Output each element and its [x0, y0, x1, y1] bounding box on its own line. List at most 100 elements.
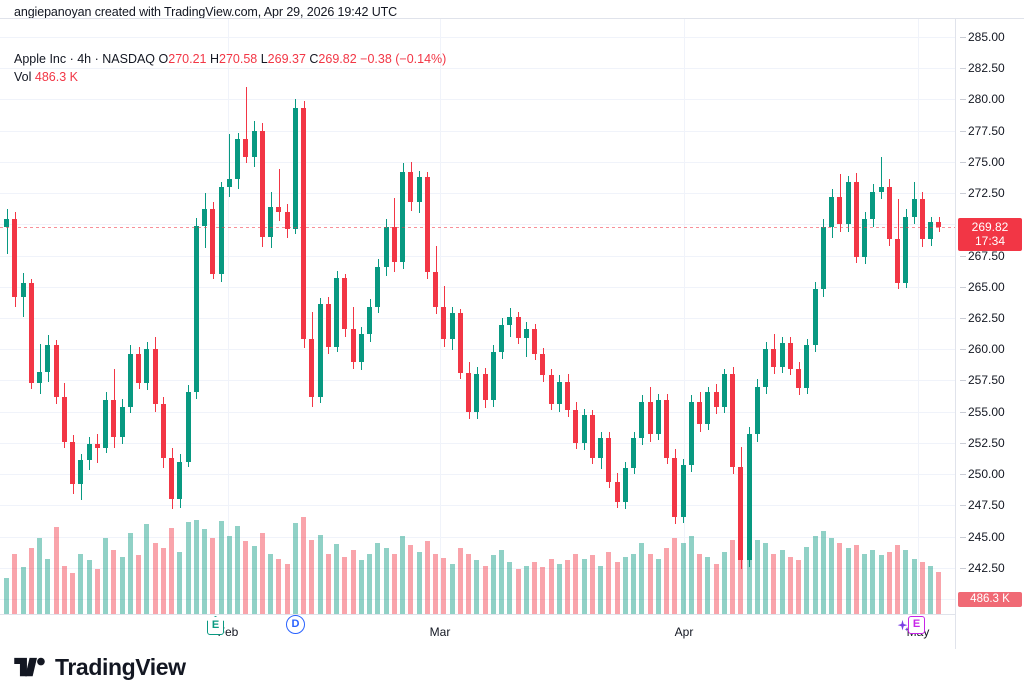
- volume-bar: [358, 559, 364, 614]
- volume-bar: [655, 558, 661, 614]
- price-axis-label: 275.00: [968, 154, 1005, 169]
- candle-body: [779, 342, 785, 367]
- volume-bar: [713, 563, 719, 614]
- volume-bar: [28, 548, 34, 614]
- price-axis-label: 267.50: [968, 248, 1005, 263]
- volume-bar: [218, 520, 224, 614]
- volume-bar: [466, 553, 471, 614]
- time-axis-label: Apr: [674, 625, 694, 639]
- price-axis-tick: [960, 286, 966, 288]
- volume-bar: [160, 548, 166, 614]
- volume-bar: [309, 539, 315, 614]
- volume-bar: [391, 554, 397, 614]
- candle-body: [499, 325, 504, 352]
- candle-body: [119, 406, 125, 437]
- volume-bar: [680, 543, 686, 614]
- legend-open-value: 270.21: [168, 52, 207, 66]
- chart-legend[interactable]: Apple Inc · 4h · NASDAQ O270.21 H270.58 …: [14, 51, 446, 86]
- volume-bar: [292, 523, 298, 614]
- legend-high-value: 270.58: [219, 52, 258, 66]
- chart-plot-area[interactable]: E D E Apple Inc · 4h · NASDAQ O270.21 H270…: [0, 19, 956, 649]
- price-axis-tick: [960, 318, 966, 319]
- price-axis-tick: [960, 255, 966, 257]
- volume-bar: [895, 544, 900, 614]
- ai-sparkle-icon: [896, 619, 909, 632]
- candle-body: [301, 108, 306, 340]
- candle-body: [243, 139, 249, 157]
- gridline-horizontal: [0, 161, 955, 163]
- volume-bar: [936, 572, 942, 614]
- candle-body: [870, 191, 876, 220]
- volume-bar: [548, 558, 554, 614]
- candle-body: [647, 401, 653, 435]
- volume-bar: [441, 557, 447, 614]
- candle-body: [853, 181, 859, 257]
- gridline-horizontal: [0, 536, 955, 538]
- volume-bar: [235, 525, 240, 614]
- gridline-horizontal: [0, 99, 955, 101]
- volume-bar: [862, 553, 867, 614]
- candle-body: [705, 391, 711, 425]
- time-axis[interactable]: FebMarAprMay: [0, 614, 956, 649]
- candle-body: [350, 329, 356, 362]
- price-axis-tick: [960, 411, 966, 413]
- volume-bar: [672, 538, 678, 614]
- price-axis-tick: [960, 193, 966, 195]
- candle-body: [639, 401, 645, 438]
- candle-body: [581, 415, 587, 443]
- earnings-marker-apr[interactable]: E: [908, 616, 925, 634]
- candle-body: [672, 457, 678, 517]
- price-axis-tick: [960, 380, 966, 382]
- earnings-marker-feb[interactable]: E: [207, 616, 224, 635]
- volume-bar: [598, 565, 603, 614]
- price-axis[interactable]: 269.82 17:34 486.3 K 285.00 282.50 280.00 2…: [956, 19, 1024, 649]
- gridline-horizontal: [0, 599, 955, 600]
- price-axis-label: 250.00: [968, 467, 1005, 482]
- price-axis-label: 245.00: [968, 529, 1005, 544]
- volume-bar: [111, 550, 117, 614]
- volume-bar: [779, 550, 785, 614]
- gridline-horizontal: [0, 349, 955, 351]
- volume-bar: [169, 527, 174, 614]
- candle-wick: [246, 86, 247, 164]
- volume-series: [0, 19, 955, 614]
- candle-body: [259, 130, 265, 237]
- volume-bar: [614, 562, 620, 614]
- volume-bar: [565, 560, 570, 614]
- candle-wick: [40, 344, 41, 395]
- legend-symbol[interactable]: Apple Inc · 4h · NASDAQ: [14, 52, 156, 66]
- gridline-vertical: [684, 19, 685, 614]
- volume-bar: [721, 551, 727, 614]
- candle-body: [804, 345, 810, 388]
- volume-bar: [787, 557, 793, 614]
- volume-bar: [820, 531, 826, 614]
- legend-open-label: O: [158, 52, 169, 66]
- candle-body: [136, 354, 141, 383]
- volume-bar: [796, 560, 801, 614]
- volume-bar: [532, 562, 537, 614]
- candle-body: [523, 329, 529, 338]
- candle-body: [622, 467, 628, 502]
- candle-body: [919, 199, 925, 240]
- candle-body: [771, 349, 777, 367]
- candle-body: [152, 349, 158, 405]
- volume-bar: [325, 553, 331, 614]
- dividend-marker-feb[interactable]: D: [286, 615, 305, 634]
- price-axis-label: 262.50: [968, 311, 1005, 325]
- volume-bar: [70, 573, 75, 614]
- volume-bar: [573, 553, 579, 614]
- price-axis-label: 252.50: [968, 435, 1005, 450]
- candle-body: [655, 400, 661, 435]
- volume-bar: [185, 522, 191, 614]
- candle-body: [754, 386, 760, 435]
- volume-bar: [812, 536, 818, 614]
- candle-body: [796, 369, 801, 388]
- price-axis-tick: [960, 68, 966, 70]
- volume-bar: [556, 563, 562, 614]
- legend-close-label: C: [309, 52, 319, 66]
- price-axis-tick: [960, 505, 966, 507]
- candlestick-series: [0, 19, 955, 614]
- candle-body: [664, 400, 669, 458]
- volume-bar: [457, 548, 463, 614]
- volume-bar: [853, 544, 859, 614]
